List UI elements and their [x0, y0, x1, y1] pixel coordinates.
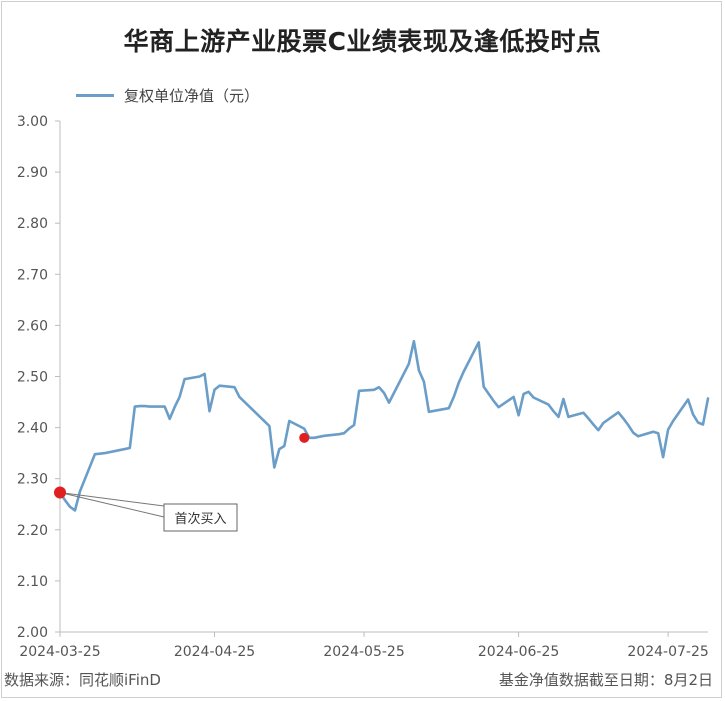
legend: 复权单位净值（元）	[76, 84, 259, 106]
y-tick-label: 2.00	[17, 625, 48, 641]
callout-line	[59, 492, 165, 507]
y-tick-label: 2.90	[17, 165, 48, 181]
x-tick-label: 2024-07-25	[627, 644, 708, 660]
first-buy-marker	[54, 486, 66, 499]
y-tick-label: 2.50	[17, 370, 48, 386]
callout-line	[59, 492, 165, 518]
y-tick-label: 3.00	[17, 114, 48, 130]
data-cutoff-date: 基金净值数据截至日期：8月2日	[498, 671, 713, 689]
chart-title: 华商上游产业股票C业绩表现及逢低投时点	[123, 27, 602, 56]
annotation-group: 首次买入	[54, 432, 310, 532]
series-line	[58, 339, 710, 512]
y-tick-label: 2.70	[17, 267, 48, 283]
x-tick-label: 2024-03-25	[19, 644, 100, 660]
y-tick-label: 2.60	[17, 318, 48, 334]
y-tick-label: 2.30	[17, 472, 48, 488]
x-tick-label: 2024-04-25	[174, 644, 255, 660]
axes: 3.00 2.90 2.80 2.70 2.60 2.50 2.40 2.30 2.20 2.10…	[17, 114, 709, 660]
y-tick-label: 2.40	[17, 421, 48, 437]
legend-label: 复权单位净值（元）	[124, 86, 260, 105]
y-tick-label: 2.10	[17, 574, 48, 590]
callout-label: 首次买入	[174, 511, 226, 527]
buy-marker	[299, 432, 310, 443]
y-tick-label: 2.80	[17, 216, 48, 232]
series-group	[58, 339, 710, 512]
x-tick-label: 2024-06-25	[478, 644, 559, 660]
y-tick-label: 2.20	[17, 523, 48, 539]
callout-box	[163, 503, 238, 532]
legend-swatch	[76, 93, 114, 97]
data-source: 数据来源：同花顺iFinD	[4, 671, 161, 689]
x-tick-label: 2024-05-25	[323, 644, 404, 660]
